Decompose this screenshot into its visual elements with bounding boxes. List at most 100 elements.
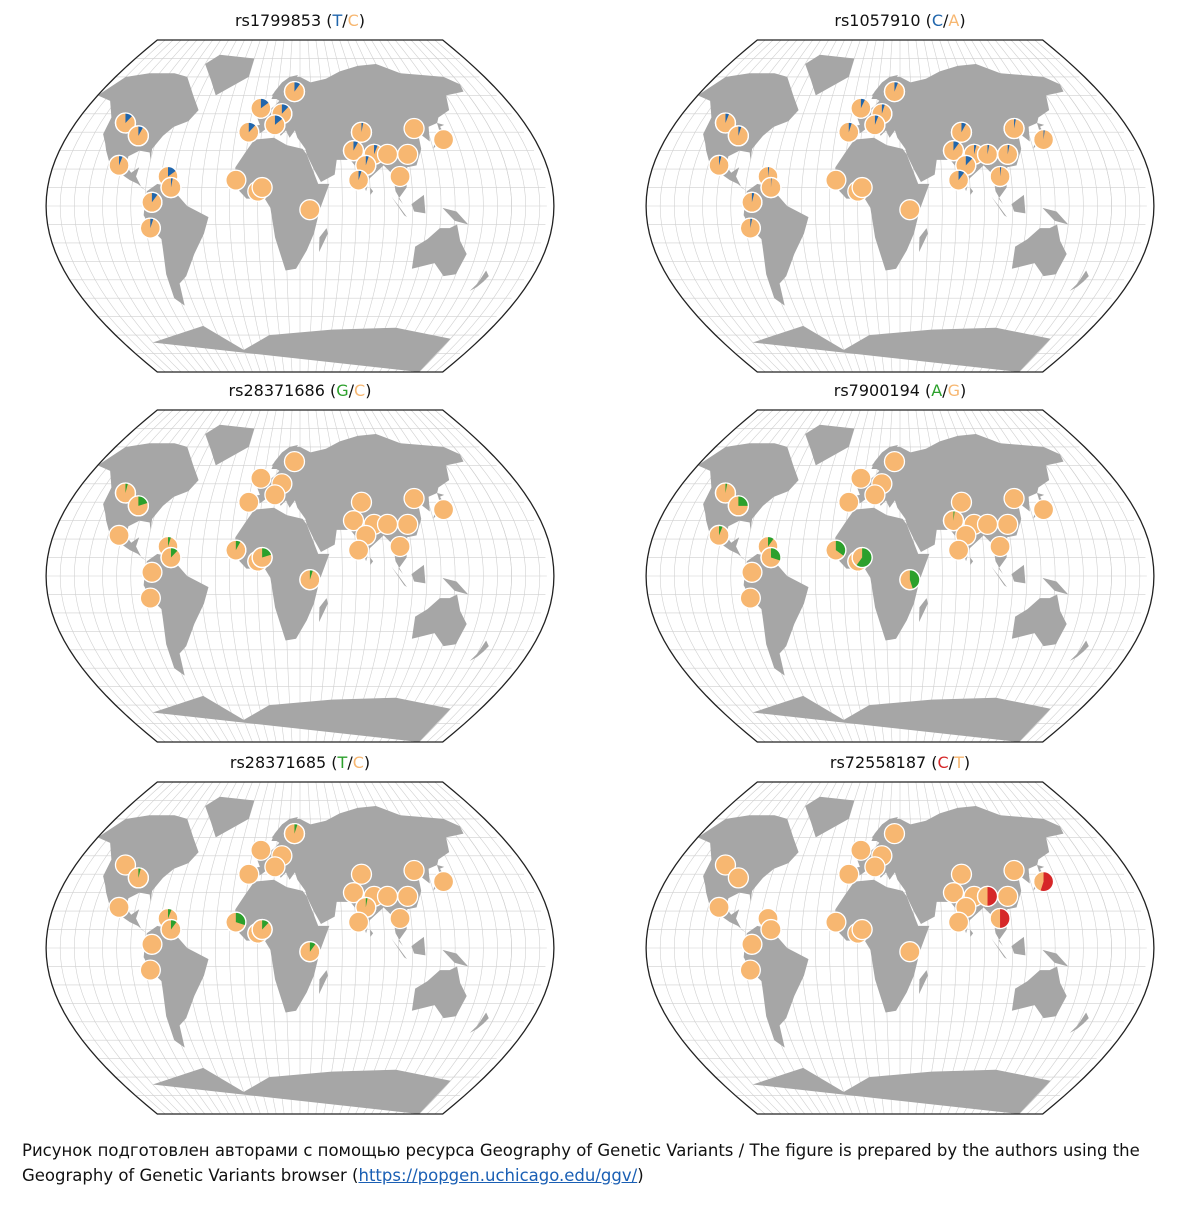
allele-frequency-pie	[739, 959, 761, 981]
pie-outline	[160, 918, 182, 941]
allele-frequency-pie	[883, 80, 906, 103]
allele-frequency-pie	[997, 143, 1019, 166]
land-mass	[152, 325, 451, 372]
pie-outline	[283, 80, 306, 103]
allele-frequency-pie	[299, 941, 321, 963]
map-border	[645, 39, 1155, 373]
pie-major-allele	[403, 859, 425, 882]
pie-minor-allele	[170, 919, 177, 930]
pie-major-allele	[850, 839, 872, 861]
pie-minor-allele	[125, 113, 133, 123]
pie-minor-allele	[262, 547, 272, 558]
land-mass	[834, 507, 930, 641]
pie-outline	[899, 569, 921, 591]
land-mass	[752, 1067, 1051, 1114]
allele-frequency-pie	[851, 546, 873, 569]
snp-id: rs1057910	[834, 11, 921, 30]
pie-outline	[127, 495, 150, 517]
pie-major-allele	[347, 539, 370, 561]
map-panel-rs1057910: rs1057910 (C/A)	[620, 6, 1180, 378]
allele-frequency-pie	[708, 524, 730, 547]
pie-major-allele	[864, 856, 886, 878]
allele-frequency-pie	[139, 959, 161, 981]
pie-major-allele	[225, 169, 247, 191]
ggv-link[interactable]: https://popgen.uchicago.edu/ggv/	[358, 1166, 638, 1185]
pie-minor-allele	[965, 155, 973, 166]
allele-frequency-pie	[389, 165, 411, 188]
allele-frequency-pie	[127, 495, 150, 517]
pie-minor-allele	[987, 144, 990, 155]
allele-frequency-pie	[976, 885, 999, 908]
allele-frequency-pie	[376, 143, 399, 166]
pie-minor-allele	[738, 125, 742, 136]
pie-major-allele	[942, 882, 965, 904]
pie-minor-allele	[358, 170, 362, 181]
pie-minor-allele	[167, 536, 172, 547]
pie-minor-allele	[750, 218, 753, 229]
allele-frequency-pie	[141, 561, 163, 583]
pie-major-allele	[376, 143, 399, 166]
land-mass	[391, 938, 407, 960]
land-mass	[1011, 936, 1026, 956]
allele-frequency-pie	[1003, 487, 1025, 510]
pie-major-allele	[350, 863, 373, 885]
pie-major-allele	[283, 450, 306, 473]
allele-frequency-pie	[141, 191, 163, 213]
pie-major-allele	[389, 907, 411, 930]
land-mass	[752, 325, 1051, 372]
map-border	[645, 781, 1155, 1115]
pie-minor-allele	[138, 867, 141, 878]
map-panel-rs28371686: rs28371686 (G/C)	[20, 376, 580, 748]
land-mass	[1069, 270, 1089, 291]
pie-major-allele	[114, 854, 137, 876]
world-map	[45, 39, 555, 373]
allele-frequency-pie	[741, 933, 763, 955]
pie-major-allele	[851, 918, 873, 941]
allele-frequency-pie	[976, 143, 999, 166]
land-mass	[871, 817, 898, 842]
pie-major-allele	[1032, 498, 1055, 521]
pie-outline	[989, 165, 1011, 188]
land-mass	[834, 879, 930, 1013]
pie-major-allele	[403, 117, 425, 140]
land-mass	[411, 564, 426, 584]
pie-outline	[251, 546, 273, 569]
pie-outline	[299, 569, 321, 591]
allele-frequency-pie	[1003, 859, 1025, 882]
allele-2: C	[354, 381, 366, 400]
allele-frequency-pie	[899, 199, 921, 221]
pie-major-allele	[397, 143, 419, 166]
pie-major-allele	[838, 863, 860, 885]
pie-outline	[350, 121, 373, 143]
land-mass	[834, 137, 930, 271]
allele-frequency-pie	[160, 918, 182, 941]
allele-frequency-pie	[864, 114, 886, 136]
allele-frequency-pie	[108, 896, 130, 919]
pie-outline	[727, 495, 750, 517]
pie-minor-allele	[719, 155, 722, 166]
land-mass	[391, 566, 407, 588]
land-mass	[970, 557, 974, 565]
land-mass	[970, 187, 974, 195]
allele-frequency-pie	[264, 484, 286, 506]
allele-frequency-pie	[389, 535, 411, 558]
allele-frequency-pie	[403, 487, 425, 510]
pie-major-allele	[727, 867, 750, 889]
land-mass	[1042, 207, 1069, 225]
pie-minor-allele	[848, 122, 852, 133]
pie-major-allele	[739, 587, 761, 609]
pie-major-allele	[1003, 859, 1025, 882]
pie-minor-allele	[138, 495, 148, 506]
pie-outline	[708, 154, 730, 177]
allele-frequency-pie	[127, 125, 150, 147]
allele-frequency-pie	[947, 539, 970, 561]
allele-frequency-pie	[864, 484, 886, 506]
allele-frequency-pie	[942, 510, 965, 532]
pie-minor-allele	[909, 569, 920, 590]
allele-frequency-pie	[250, 467, 272, 489]
pie-minor-allele	[235, 912, 246, 926]
pie-major-allele	[741, 561, 763, 583]
pie-major-allele	[342, 510, 365, 532]
pie-outline	[883, 80, 906, 103]
pie-minor-allele	[262, 919, 269, 930]
